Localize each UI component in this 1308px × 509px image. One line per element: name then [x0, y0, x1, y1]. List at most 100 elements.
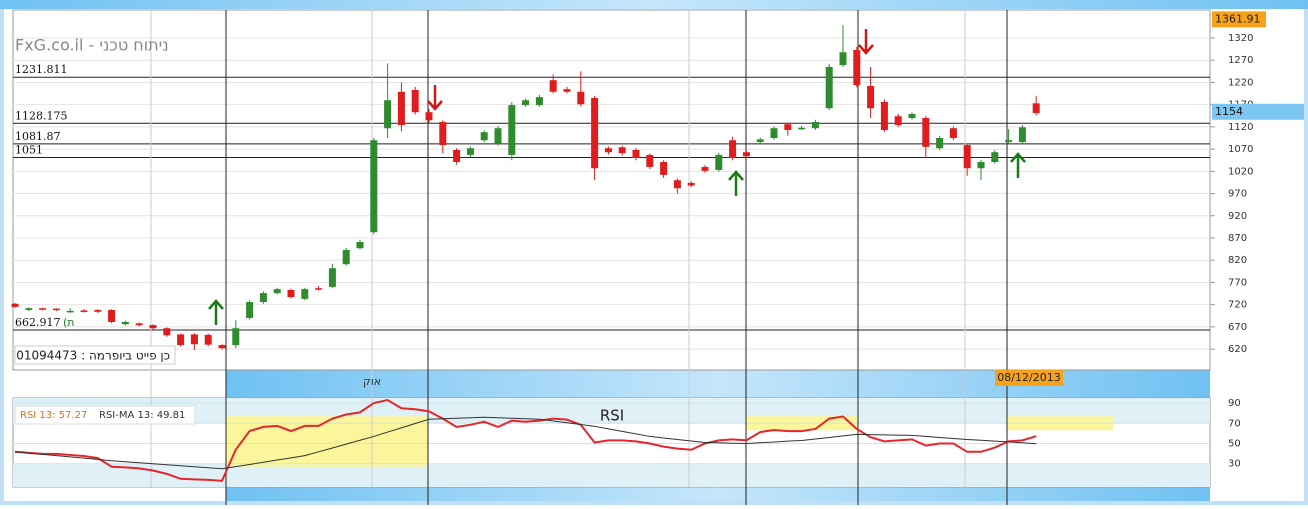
- candle-body: [108, 310, 116, 322]
- candle-body: [784, 124, 792, 130]
- candle-body: [535, 97, 543, 106]
- candle-body: [232, 328, 240, 346]
- candle-body: [742, 152, 750, 157]
- y-tick-label: 1120: [1228, 122, 1253, 133]
- y-tick-label: 770: [1228, 277, 1247, 288]
- candle-body: [853, 50, 861, 86]
- candle-body: [1032, 103, 1040, 114]
- y-tick-label: 30: [1228, 459, 1241, 470]
- highlight-zone: [226, 416, 428, 467]
- candle-body: [121, 322, 129, 325]
- y-tick-label: 70: [1228, 418, 1241, 429]
- level-label: 1128.175: [15, 109, 68, 122]
- candle-body: [991, 152, 999, 162]
- candle-body: [94, 310, 102, 312]
- candle-body: [839, 52, 847, 66]
- candle-body: [425, 112, 433, 121]
- candle-body: [52, 308, 60, 311]
- candle-body: [618, 147, 626, 154]
- candle-body: [977, 162, 985, 169]
- y-tick-label: 970: [1228, 189, 1247, 200]
- candle-body: [1005, 140, 1013, 142]
- candle-body: [715, 154, 723, 170]
- y-tick-label: 620: [1228, 344, 1247, 355]
- signal-arrows: [208, 29, 1026, 325]
- candle-body: [218, 345, 226, 349]
- top-strip: [0, 0, 1308, 9]
- candle-body: [577, 91, 585, 105]
- candle-body: [80, 310, 88, 312]
- candle-body: [756, 139, 764, 142]
- y-tick-label: 1270: [1228, 55, 1253, 66]
- high-badge: [1212, 11, 1266, 28]
- candle-body: [729, 140, 737, 158]
- candle-body: [439, 122, 447, 146]
- candle-body: [894, 116, 902, 126]
- candle-body: [1018, 127, 1026, 142]
- symbol-box: [14, 345, 176, 365]
- candle-body: [246, 302, 254, 318]
- candle-body: [660, 162, 668, 175]
- bottom-strip: [226, 487, 1210, 501]
- candle-body: [949, 128, 957, 138]
- cycle-lines: [225, 10, 1008, 505]
- level-note: (ת: [63, 316, 75, 329]
- y-tick-label: 720: [1228, 300, 1247, 311]
- candle-body: [204, 334, 212, 345]
- candle-body: [370, 140, 378, 233]
- candle-body: [301, 289, 309, 299]
- candle-body: [591, 98, 599, 169]
- candle-body: [163, 328, 171, 336]
- candle-body: [811, 122, 819, 129]
- candle-body: [466, 148, 474, 155]
- y-tick-label: 670: [1228, 322, 1247, 333]
- y-tick-label: 1220: [1228, 77, 1253, 88]
- date-badge: [995, 370, 1063, 386]
- candle-body: [673, 180, 681, 189]
- mid-strip-left: [13, 370, 226, 398]
- candle-body: [342, 250, 350, 265]
- candle-body: [397, 91, 405, 126]
- candle-body: [273, 289, 281, 294]
- candle-body: [11, 303, 19, 307]
- candle-body: [149, 325, 157, 329]
- rsi-line: [14, 416, 1037, 470]
- candle-body: [825, 66, 833, 109]
- candle-body: [549, 80, 557, 92]
- rsi-legend: [14, 405, 196, 425]
- candle-body: [922, 118, 930, 147]
- candle-body: [632, 150, 640, 158]
- candle-body: [25, 308, 33, 310]
- price-panel: [12, 9, 1211, 371]
- candle-body: [66, 310, 74, 313]
- level-label: 1081.87: [15, 130, 61, 143]
- candle-body: [908, 114, 916, 118]
- candle-body: [356, 242, 364, 249]
- candle-body: [604, 148, 612, 153]
- candle-body: [315, 288, 323, 290]
- candle-body: [328, 268, 336, 287]
- rsi-title: RSI: [600, 407, 624, 425]
- y-tick-label: 1070: [1228, 144, 1253, 155]
- y-tick-label: 920: [1228, 211, 1247, 222]
- candle-body: [508, 105, 516, 155]
- candle-body: [411, 90, 419, 113]
- candle-body: [177, 334, 185, 346]
- y-tick-label: 1020: [1228, 166, 1253, 177]
- candle-body: [936, 138, 944, 149]
- date-label: 08/12/2013: [997, 371, 1060, 384]
- candle-body: [39, 308, 47, 310]
- y-tick-label: 50: [1228, 439, 1241, 450]
- candle-body: [687, 182, 695, 186]
- candle-body: [190, 334, 198, 345]
- high-badge-label: 1361.91: [1215, 12, 1261, 25]
- oversold-band: [13, 463, 1210, 487]
- candle-body: [259, 293, 267, 302]
- candle-body: [135, 323, 143, 326]
- x-tick-label: אוק: [363, 375, 381, 388]
- legend-entry: RSI 13: 57.27: [20, 410, 87, 421]
- y-tick-label: 1320: [1228, 33, 1253, 44]
- candle-body: [770, 128, 778, 138]
